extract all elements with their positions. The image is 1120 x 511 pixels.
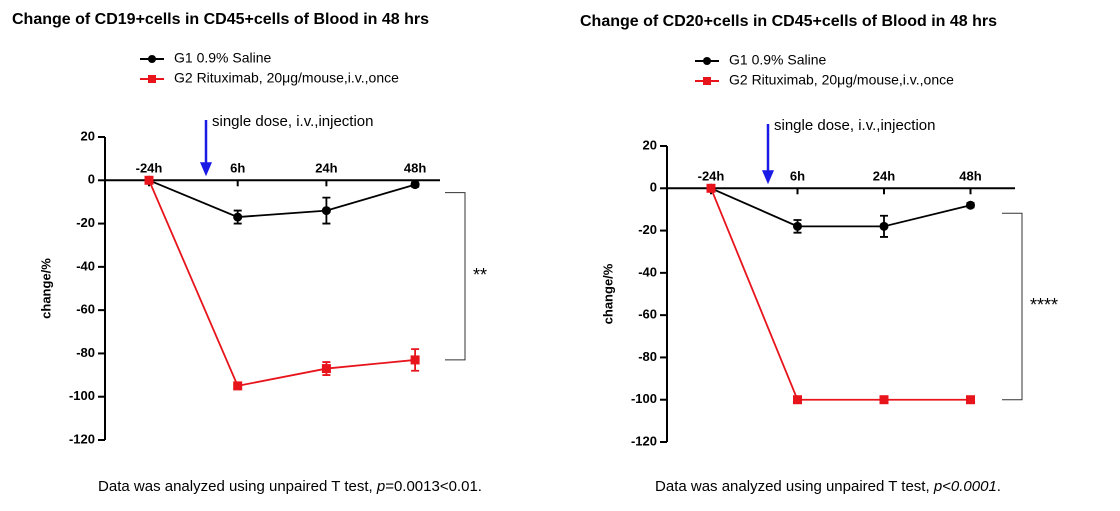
y-tick-label: 0 [88,172,95,187]
footnote-part: Data was analyzed using unpaired T test, [98,478,377,495]
point [233,212,243,222]
x-tick-label: 24h [873,169,895,184]
y-tick-label: 0 [650,180,657,195]
legend-marker [703,57,711,65]
legend-marker [148,55,156,63]
footnote: Data was analyzed using unpaired T test,… [655,478,1001,495]
y-tick-label: -100 [631,391,657,406]
footnote-part: p<0.0001 [933,478,997,495]
point [410,355,420,365]
point [793,221,802,231]
significance-label: **** [1030,295,1058,315]
y-axis-label: change/% [600,263,615,324]
x-tick-label: 6h [790,169,805,184]
footnote-part: Data was analyzed using unpaired T test, [655,478,934,495]
x-tick-label: -24h [136,161,163,176]
footnote-part: . [997,478,1001,495]
legend-label: G2 Rituximab, 20μg/mouse,i.v.,once [174,70,399,86]
point [966,200,975,210]
x-tick-label: 24h [315,161,337,176]
x-tick-label: 6h [230,161,245,176]
series-line [710,187,971,401]
y-tick-label: -40 [638,264,657,279]
series-line [710,187,971,228]
y-tick-label: 20 [81,128,95,143]
significance-label: ** [473,265,487,285]
footnote: Data was analyzed using unpaired T test,… [98,478,482,495]
dose-annotation: single dose, i.v.,injection [212,113,373,130]
legend-label: G1 0.9% Saline [174,50,271,66]
chart-title: Change of CD20+cells in CD45+cells of Bl… [580,13,997,30]
significance-bracket [445,192,466,361]
footnote-part: p [376,478,385,495]
point [233,381,243,391]
y-tick-label: 20 [643,137,657,152]
series-line [148,179,416,218]
point [706,183,716,193]
point [321,364,331,374]
legend-label: G2 Rituximab, 20μg/mouse,i.v.,once [729,72,954,88]
dose-annotation: single dose, i.v.,injection [774,117,935,134]
point [144,175,154,185]
legend-marker [703,77,711,85]
significance-bracket [1002,212,1023,401]
dose-arrow-head [200,162,212,177]
x-tick-label: 48h [404,161,426,176]
x-tick-label: -24h [698,169,725,184]
y-tick-label: -20 [76,215,95,230]
legend-label: G1 0.9% Saline [729,52,826,68]
y-tick-label: -120 [69,431,95,446]
y-tick-label: -40 [76,258,95,273]
y-tick-label: -80 [76,345,95,360]
point [879,395,889,405]
y-tick-label: -80 [638,349,657,364]
legend-marker [148,75,156,83]
point [879,221,889,231]
y-tick-label: -120 [631,433,657,448]
chart-title: Change of CD19+cells in CD45+cells of Bl… [12,11,429,28]
y-tick-label: -60 [638,307,657,322]
series-line [148,179,416,387]
y-tick-label: -100 [69,388,95,403]
point [410,180,420,190]
point [793,395,802,405]
point [321,206,331,216]
point [966,395,975,405]
y-tick-label: -60 [76,302,95,317]
footnote-part: =0.0013<0.01. [385,478,482,495]
y-axis-label: change/% [38,258,53,319]
dose-arrow-head [762,170,774,185]
x-tick-label: 48h [959,169,981,184]
y-tick-label: -20 [638,222,657,237]
